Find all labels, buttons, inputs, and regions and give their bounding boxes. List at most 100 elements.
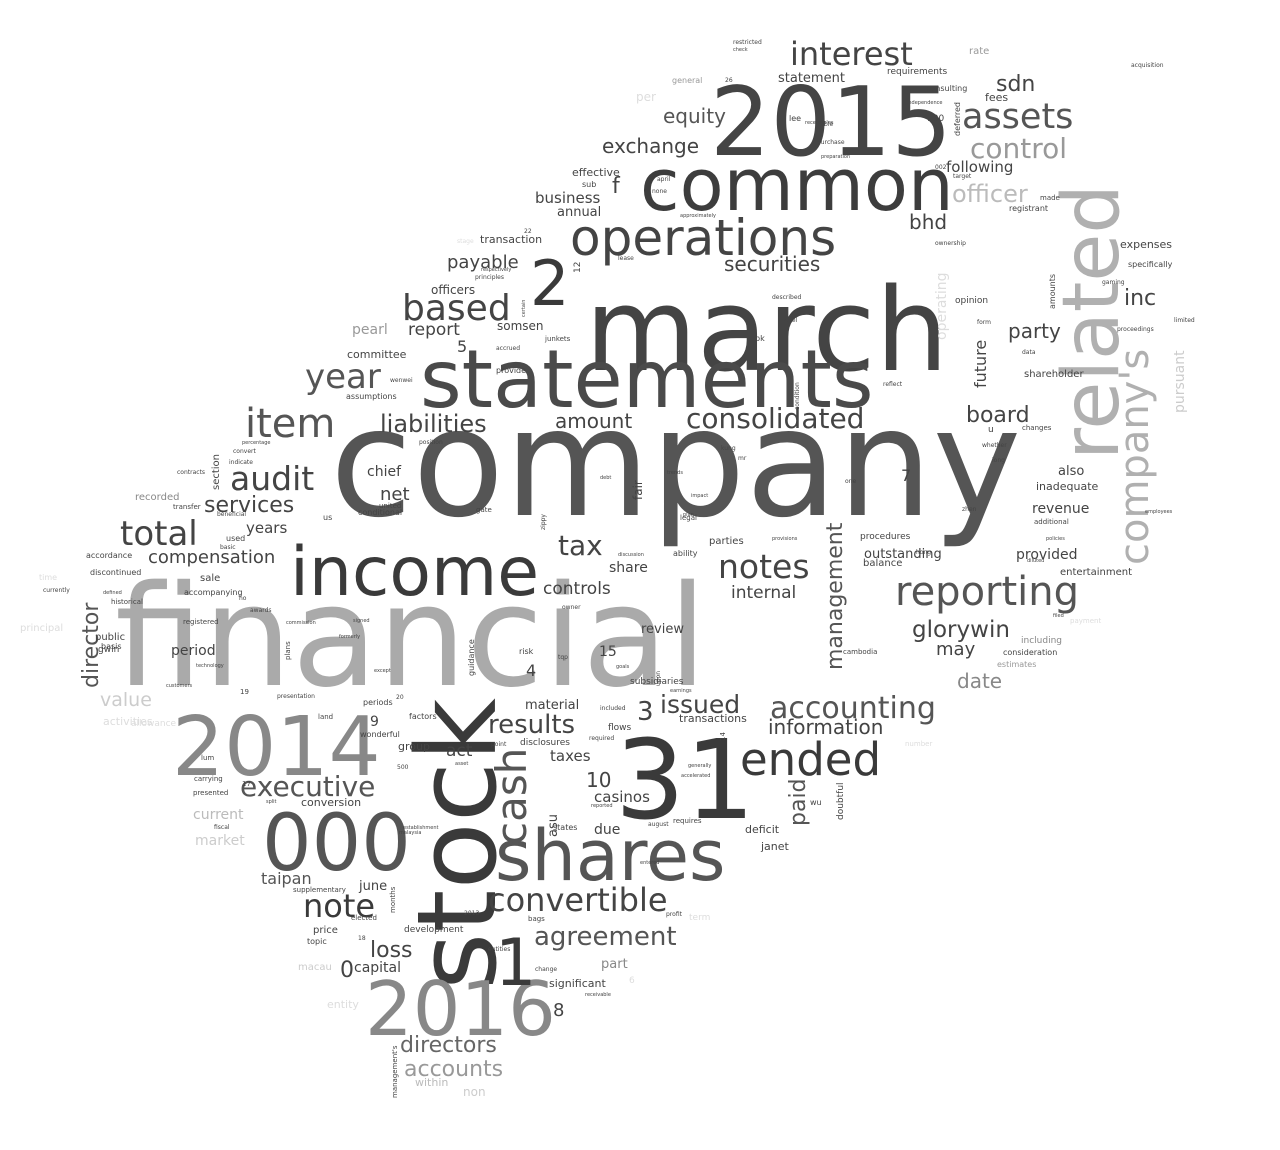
cloud-word: reflect (883, 381, 903, 388)
cloud-word: entity (327, 998, 359, 1011)
cloud-word: assumptions (346, 392, 397, 401)
cloud-word: indicate (229, 459, 253, 466)
cloud-word: registered (183, 618, 219, 626)
cloud-word: requires (673, 817, 702, 825)
cloud-word: contracts (177, 469, 205, 476)
cloud-word: deficit (745, 823, 780, 836)
cloud-word: time (39, 573, 57, 582)
cloud-word: board (966, 403, 1030, 428)
cloud-word: conditional (358, 508, 402, 517)
cloud-word: consideration (1003, 648, 1057, 657)
cloud-word: long (992, 457, 1005, 464)
cloud-word: pearl (352, 322, 388, 338)
cloud-word: opinion (955, 296, 988, 306)
cloud-word: approximately (680, 213, 716, 219)
cloud-word: 26 (725, 77, 733, 84)
cloud-word: somsen (497, 319, 544, 333)
cloud-word: point (491, 741, 507, 748)
cloud-word: 9 (370, 714, 379, 730)
cloud-word: fiscal (214, 824, 230, 831)
cloud-word: trends (667, 470, 683, 476)
cloud-word: activities (103, 715, 153, 728)
cloud-word: carrying (194, 775, 223, 783)
cloud-word: business (535, 189, 601, 207)
cloud-word: note (303, 887, 375, 925)
cloud-word: period (171, 643, 216, 659)
cloud-word: conversion (301, 796, 361, 809)
cloud-word: janet (760, 840, 790, 853)
cloud-word: annual (557, 205, 601, 220)
cloud-word: committee (347, 348, 407, 361)
cloud-word: 10 (586, 768, 611, 792)
cloud-word: stock (393, 698, 521, 990)
cloud-word: lee (789, 114, 801, 123)
cloud-word: cash (487, 748, 536, 845)
cloud-word: 2014 (172, 700, 381, 795)
cloud-word: principal (20, 623, 63, 634)
cloud-word: future (971, 340, 990, 388)
cloud-word: requirements (887, 67, 948, 77)
cloud-word: operating (934, 272, 950, 340)
cloud-word: material (525, 698, 579, 713)
cloud-word: inadequate (1036, 480, 1099, 493)
cloud-word: earnings (670, 688, 692, 694)
cloud-word: entertainment (1060, 567, 1132, 578)
cloud-word: accrued (496, 345, 520, 352)
cloud-word: shareholder (1024, 369, 1084, 380)
cloud-word: company's (1112, 349, 1158, 565)
cloud-word: equity (663, 104, 726, 128)
cloud-word: made (1040, 194, 1060, 202)
cloud-word: group (398, 740, 430, 753)
cloud-word: wenwei (390, 377, 413, 384)
cloud-word: zippy (540, 514, 547, 530)
cloud-word: tax (558, 529, 603, 562)
cloud-word: deferred (953, 102, 962, 136)
cloud-word: debt (600, 475, 611, 481)
cloud-word: liabilities (380, 410, 487, 438)
cloud-word: subsidiaries (630, 677, 684, 687)
cloud-word: provided (1016, 547, 1077, 563)
cloud-word: payable (447, 252, 519, 273)
cloud-word: rate (969, 46, 989, 57)
cloud-word: outstanding (864, 547, 942, 562)
cloud-word: general (672, 76, 702, 85)
cloud-word: results (488, 710, 575, 740)
cloud-word: chief (367, 464, 402, 480)
cloud-word: provisions (772, 536, 798, 542)
cloud-word: public (95, 632, 125, 643)
cloud-word: beneficial (217, 511, 246, 518)
cloud-word: management's (391, 1045, 399, 1098)
cloud-word: consulting (926, 84, 967, 93)
cloud-word: junkets (544, 335, 571, 343)
cloud-word: 5 (457, 337, 467, 356)
cloud-word: 002 (935, 164, 947, 171)
cloud-word: purchase (817, 139, 845, 146)
cloud-word: 2 (530, 247, 569, 320)
cloud-word: convert (233, 448, 256, 455)
cloud-word: legal (680, 514, 697, 522)
cloud-word: acquisition (1131, 62, 1164, 69)
cloud-word: 8 (553, 1000, 564, 1021)
cloud-word: ho (239, 595, 247, 602)
cloud-word: inc (1124, 286, 1156, 311)
cloud-word: plans (284, 641, 292, 660)
cloud-word: gwin (98, 645, 119, 655)
cloud-word: one (845, 478, 856, 485)
cloud-word: date (957, 669, 1002, 693)
cloud-word: f (612, 174, 621, 199)
cloud-word: amounts (1048, 274, 1057, 309)
cloud-word: percentage (242, 440, 270, 446)
cloud-word: goals (616, 664, 630, 670)
cloud-word: land (318, 713, 333, 721)
cloud-word: share (609, 560, 648, 576)
cloud-word: sale (200, 573, 220, 584)
cloud-word: diluted (1027, 558, 1044, 564)
cloud-word: commission (286, 620, 316, 626)
cloud-word: act (446, 741, 473, 761)
cloud-word: 7 (901, 466, 911, 485)
cloud-word: loss (370, 938, 413, 963)
cloud-word: policies (1046, 536, 1065, 542)
cloud-word: 20 (396, 694, 404, 701)
cloud-word: asu (546, 814, 561, 837)
cloud-word: 31 (615, 716, 755, 844)
